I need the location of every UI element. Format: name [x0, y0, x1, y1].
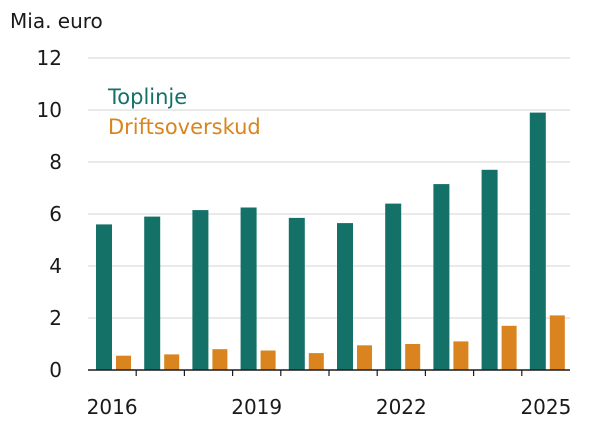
bar-toplinje [337, 223, 353, 370]
bar-toplinje [96, 224, 112, 370]
bar-toplinje [529, 112, 546, 370]
x-tick-label: 2019 [231, 395, 282, 419]
bar-toplinje [144, 216, 161, 370]
x-tick-label: 2022 [376, 395, 427, 419]
y-tick-label: 10 [37, 98, 62, 122]
bar-toplinje [481, 169, 498, 370]
legend-item-toplinje: Toplinje [107, 85, 187, 109]
y-tick-label: 2 [49, 306, 62, 330]
y-tick-label: 4 [49, 254, 62, 278]
bar-toplinje [433, 184, 450, 370]
bar-toplinje [192, 210, 209, 370]
bar-driftsoverskud [453, 341, 469, 370]
axes: 0 2 4 6 8 10 12 2016 2019 2022 2025 [37, 46, 572, 419]
bar-driftsoverskud [549, 315, 565, 370]
y-unit-label: Mia. euro [10, 9, 103, 33]
x-tick-label: 2016 [87, 395, 138, 419]
y-tick-label: 12 [37, 46, 62, 70]
x-tick-label: 2025 [520, 395, 571, 419]
bar-driftsoverskud [212, 349, 228, 370]
y-tick-label: 6 [49, 202, 62, 226]
bar-driftsoverskud [116, 355, 131, 370]
bar-driftsoverskud [164, 354, 180, 370]
bar-toplinje [240, 207, 257, 370]
bar-driftsoverskud [501, 325, 517, 370]
bars [96, 112, 565, 370]
legend-item-driftsoverskud: Driftsoverskud [108, 115, 261, 139]
bar-driftsoverskud [405, 344, 421, 370]
bar-toplinje [385, 203, 402, 370]
bar-toplinje [288, 217, 305, 370]
bar-driftsoverskud [357, 345, 372, 370]
y-tick-label: 0 [49, 358, 62, 382]
legend: Toplinje Driftsoverskud [107, 85, 261, 139]
bar-driftsoverskud [308, 353, 324, 370]
bar-driftsoverskud [260, 350, 276, 370]
y-tick-label: 8 [49, 150, 62, 174]
